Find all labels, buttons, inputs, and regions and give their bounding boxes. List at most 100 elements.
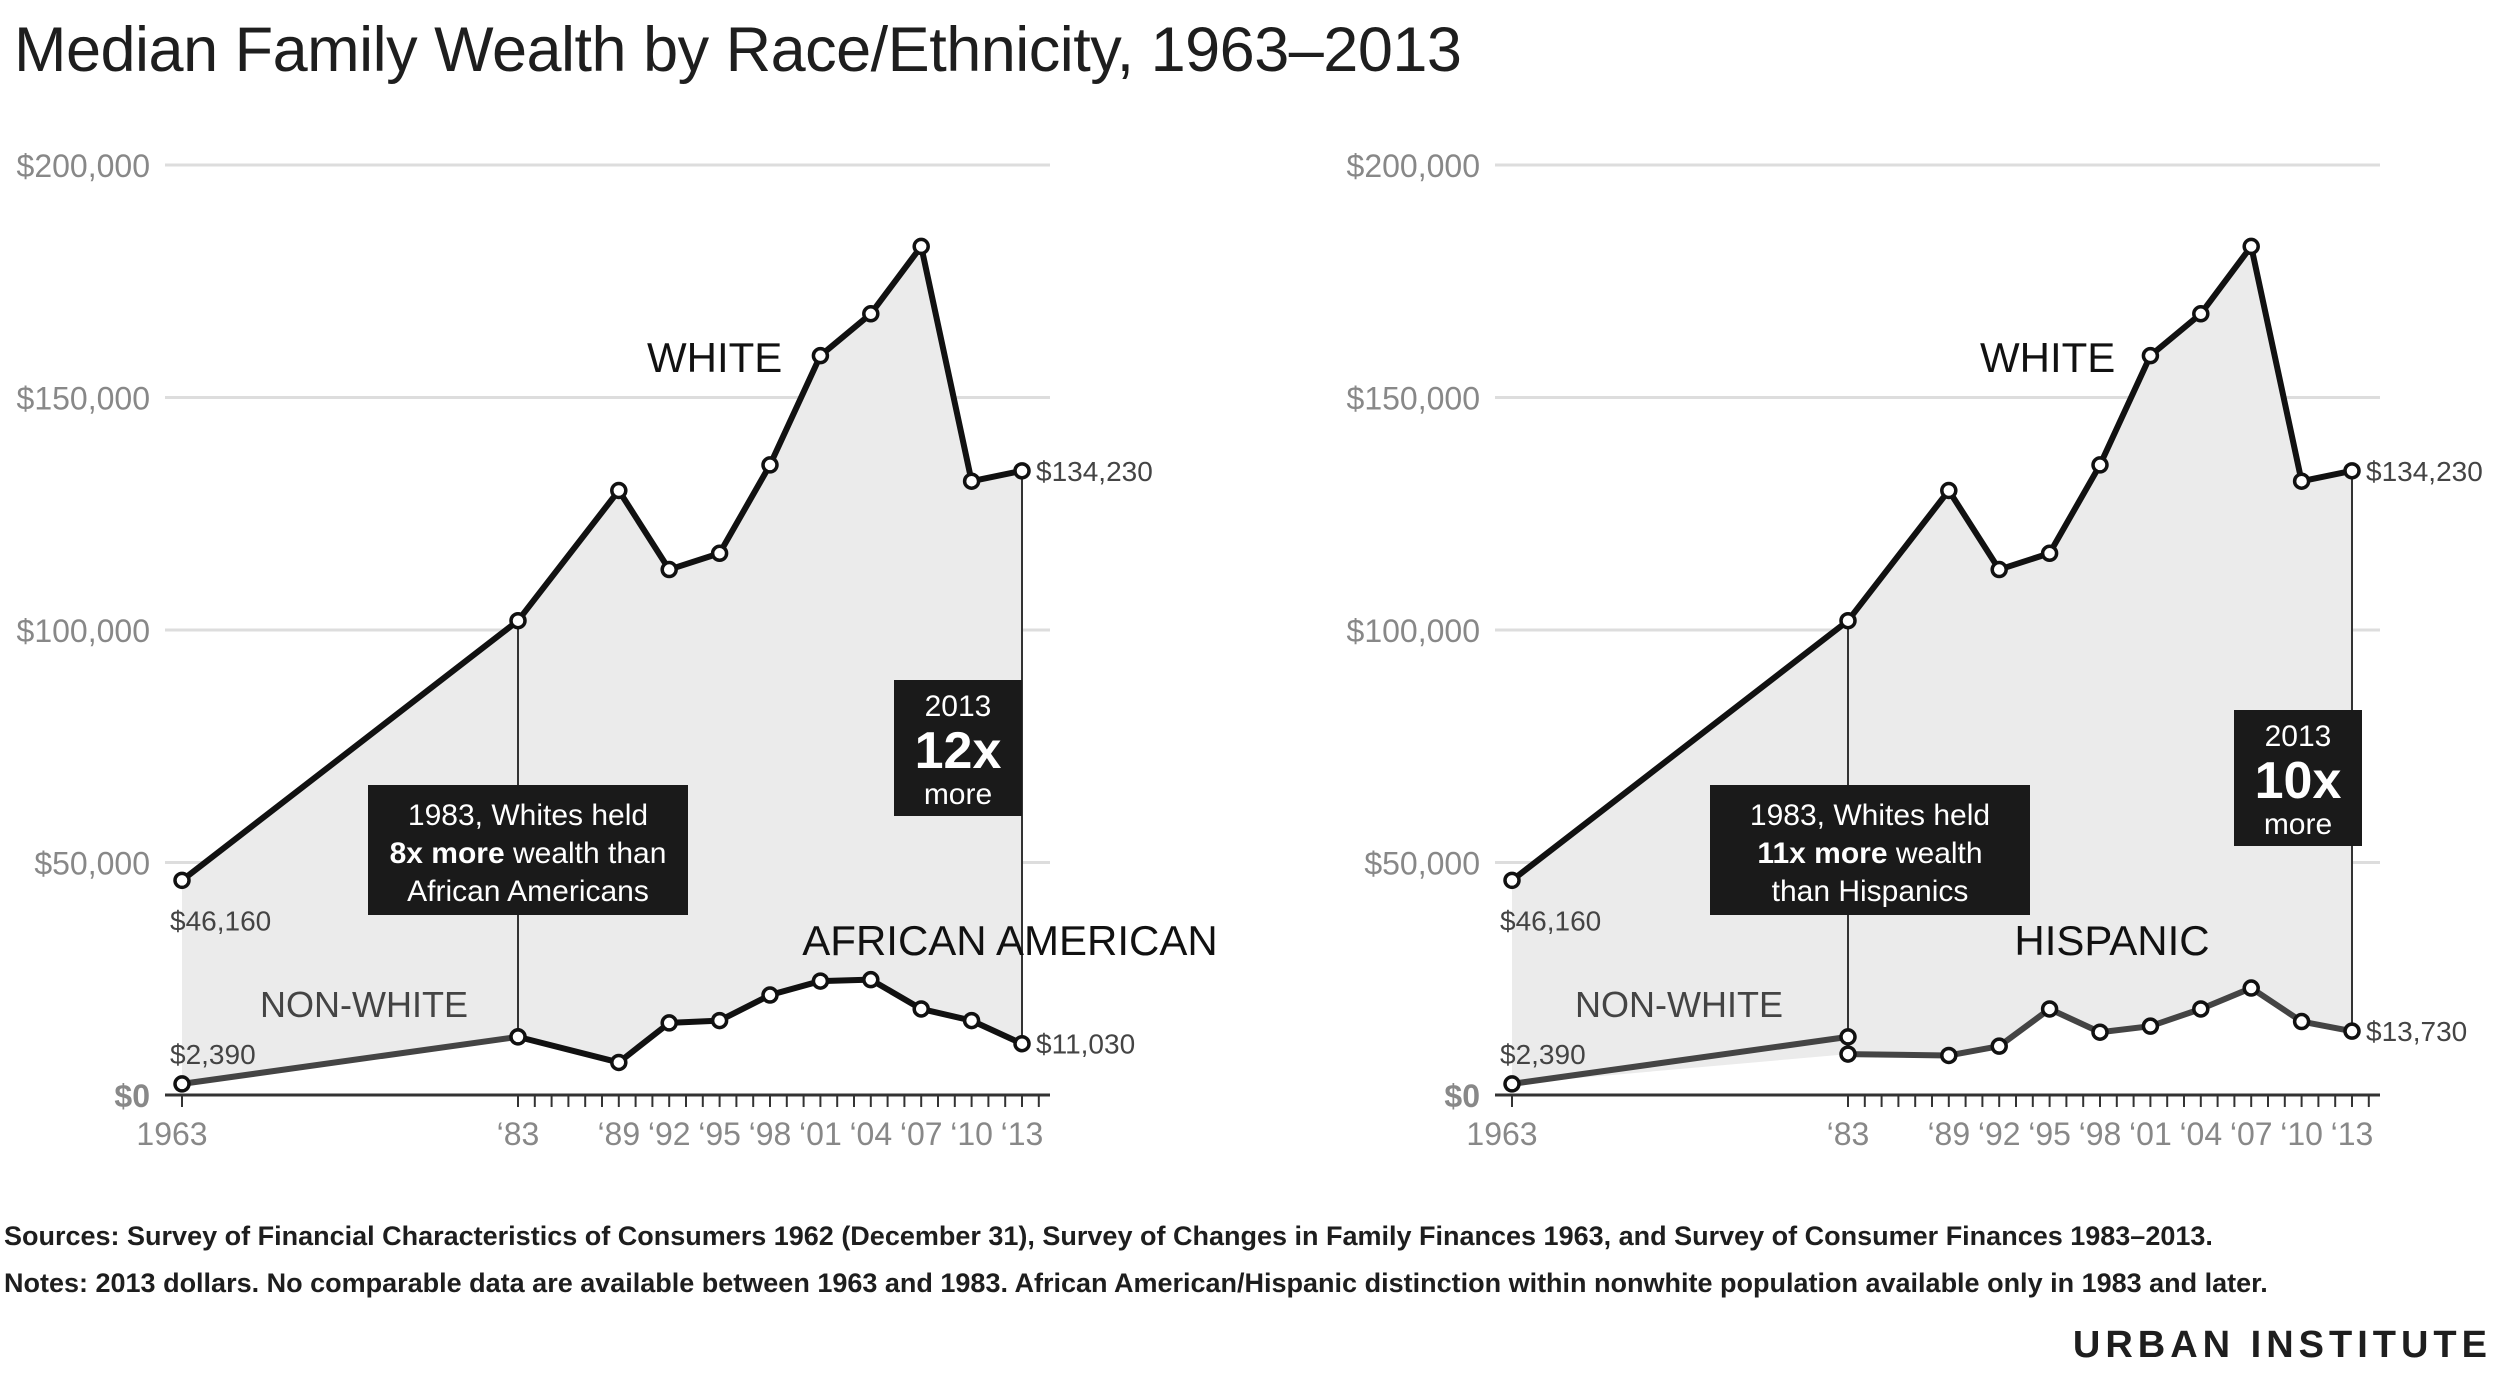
x-tick-label: ‘89 [1927,1116,1970,1152]
data-point-minority [660,1014,678,1032]
data-point-minority [962,1011,981,1030]
data-point-white [660,560,678,579]
data-point-white [912,237,930,256]
y-tick-label: $0 [1444,1078,1480,1114]
data-point-minority [912,1000,930,1018]
data-point-minority [2091,1023,2109,1041]
y-tick-label: $50,000 [1364,846,1480,882]
x-tick-label: ‘92 [648,1116,691,1152]
data-point-white [2343,462,2361,480]
annotation-1983-line2: 11x more wealth [1757,837,1982,870]
x-tick-label: ‘07 [2230,1116,2273,1152]
data-point-white [962,472,981,490]
value-label-nonwhite-start: $2,390 [1500,1039,1586,1070]
y-tick-label: $0 [114,1078,150,1114]
x-tick-label: ‘01 [2129,1116,2172,1152]
series-label-white: WHITE [647,334,782,381]
value-label-white-start: $46,160 [1500,905,1601,936]
data-point-white [811,346,830,365]
value-label-minority-end: $11,030 [1036,1029,1135,1060]
x-tick-label: ‘95 [698,1116,741,1152]
value-label-nonwhite-start: $2,390 [170,1039,256,1070]
data-point-minority [2040,1000,2059,1018]
data-point-minority [2292,1012,2311,1031]
series-label-white: WHITE [1980,334,2115,381]
data-point-minority [1990,1037,2008,1055]
annotation-2013-year: 2013 [2265,720,2332,753]
series-label-minority: AFRICAN AMERICAN [802,917,1217,964]
x-tick-label: ‘10 [950,1116,993,1152]
annotation-1983-line3: than Hispanics [1772,875,1969,908]
series-line-minority [517,976,1024,1066]
value-label-white-end: $134,230 [1036,456,1153,487]
brand-logo: URBAN INSTITUTE [2072,1324,2492,1366]
data-point-minority [710,1011,729,1030]
annotation-2013-box [2234,710,2362,846]
x-tick-label: ‘13 [1001,1116,1044,1152]
data-point-minority [2343,1022,2361,1040]
annotation-2013-year: 2013 [925,690,992,723]
data-point-white [761,456,779,474]
annotation-1983-line3: African Americans [407,875,649,908]
x-tick-label: ‘98 [2079,1116,2122,1152]
x-tick-label: ‘01 [799,1116,842,1152]
data-point-white [173,871,191,890]
data-point-white [1940,481,1958,500]
data-point-minority [509,1028,527,1046]
data-point-nonwhite [1503,1075,1521,1093]
data-point-nonwhite [173,1075,191,1093]
data-point-minority [1940,1046,1958,1065]
value-label-white-end: $134,230 [2366,456,2483,487]
x-tick-label: ‘10 [2280,1116,2323,1152]
y-tick-label: $100,000 [1347,613,1480,649]
x-tick-label: ‘83 [497,1116,540,1152]
value-label-minority-end: $13,730 [2366,1016,2467,1047]
series-label-nonwhite: NON-WHITE [1575,984,1783,1025]
y-tick-label: $50,000 [34,846,150,882]
data-point-minority [1013,1034,1031,1053]
series-line-nonwhite [181,1033,519,1087]
y-tick-label: $200,000 [17,148,150,184]
y-tick-label: $100,000 [17,613,150,649]
data-point-white [1503,871,1521,890]
data-point-minority [2192,1000,2210,1018]
x-tick-label: ‘95 [2028,1116,2071,1152]
data-point-white [2242,237,2260,256]
data-point-minority [2242,979,2260,997]
series-label-minority: HISPANIC [2014,917,2209,964]
data-point-white [862,305,880,323]
data-point-white [2040,544,2059,563]
data-point-minority [610,1053,628,1072]
x-tick-label: 1963 [1466,1116,1537,1152]
wealth-gap-area [1512,246,2352,1084]
annotation-2013-multiple: 12x [915,722,1002,780]
data-point-white [1013,462,1031,480]
y-tick-label: $150,000 [17,381,150,417]
data-point-white [509,611,527,630]
data-point-white [2141,346,2160,365]
data-point-nonwhite [1839,1028,1857,1046]
x-tick-label: ‘89 [597,1116,640,1152]
series-line-nonwhite [1511,1033,1849,1087]
x-tick-label: 1963 [136,1116,207,1152]
data-point-white [710,544,729,563]
annotation-2013-more: more [2264,808,2332,841]
series-line-minority [1847,985,2353,1059]
data-point-white [2091,456,2109,474]
data-point-minority [761,986,779,1004]
data-point-white [1839,611,1857,630]
annotation-1983-box [368,785,688,915]
y-tick-label: $200,000 [1347,148,1480,184]
x-tick-label: ‘13 [2331,1116,2374,1152]
annotation-2013-box [894,680,1022,816]
x-tick-label: ‘04 [2179,1116,2222,1152]
x-tick-label: ‘92 [1978,1116,2021,1152]
x-tick-label: ‘04 [849,1116,892,1152]
annotation-2013-more: more [924,778,992,811]
series-label-nonwhite: NON-WHITE [260,984,468,1025]
annotation-1983-line2: 8x more wealth than [390,837,667,870]
data-point-minority [2141,1017,2160,1035]
sources-note: Sources: Survey of Financial Characteris… [4,1221,2213,1251]
annotation-1983-line1: 1983, Whites held [1750,799,1990,832]
x-tick-label: ‘07 [900,1116,943,1152]
